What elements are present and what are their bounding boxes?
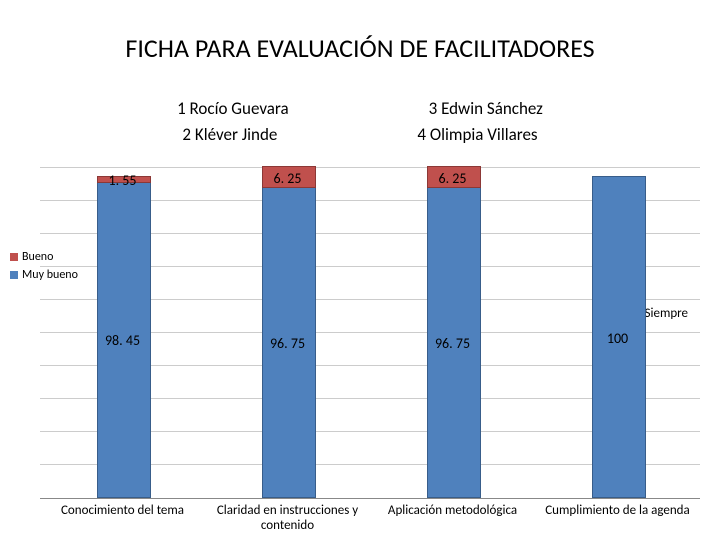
swatch-bueno — [10, 253, 18, 261]
value-label-muy-bueno: 96. 75 — [205, 335, 370, 352]
x-axis-label: Aplicación metodológica — [370, 503, 535, 518]
category: 98. 451. 55Conocimiento del tema — [40, 168, 205, 498]
value-label-muy-bueno: 98. 45 — [40, 332, 205, 349]
x-axis-label: Conocimiento del tema — [40, 503, 205, 518]
value-label-bueno: 6. 25 — [370, 170, 535, 187]
chart-title: FICHA PARA EVALUACIÓN DE FACILITADORES — [0, 32, 720, 64]
swatch-muybueno — [10, 271, 18, 279]
legend-top: 1 Rocío Guevara 3 Edwin Sánchez 2 Kléver… — [0, 96, 720, 148]
legend-top-4: 4 Olimpia Villares — [417, 122, 537, 148]
legend-top-2: 2 Kléver Jinde — [182, 122, 277, 148]
category: 100Cumplimiento de la agenda — [535, 168, 700, 498]
value-label-muy-bueno: 100 — [535, 330, 700, 347]
category: 96. 756. 25Claridad en instrucciones y c… — [205, 168, 370, 498]
legend-top-3: 3 Edwin Sánchez — [429, 96, 543, 122]
legend-top-1: 1 Rocío Guevara — [177, 96, 289, 122]
x-axis-label: Claridad en instrucciones y contenido — [205, 503, 370, 533]
value-label-bueno: 1. 55 — [40, 172, 205, 189]
plot-area: 98. 451. 55Conocimiento del tema96. 756.… — [40, 168, 700, 499]
value-label-muy-bueno: 96. 75 — [370, 335, 535, 352]
value-label-bueno: 6. 25 — [205, 170, 370, 187]
x-axis-label: Cumplimiento de la agenda — [535, 503, 700, 518]
category: 96. 756. 25Aplicación metodológica — [370, 168, 535, 498]
